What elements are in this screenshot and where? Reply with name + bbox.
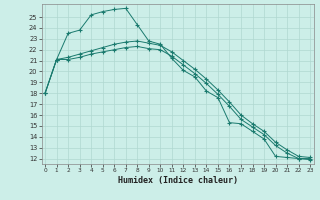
X-axis label: Humidex (Indice chaleur): Humidex (Indice chaleur) <box>118 176 237 185</box>
